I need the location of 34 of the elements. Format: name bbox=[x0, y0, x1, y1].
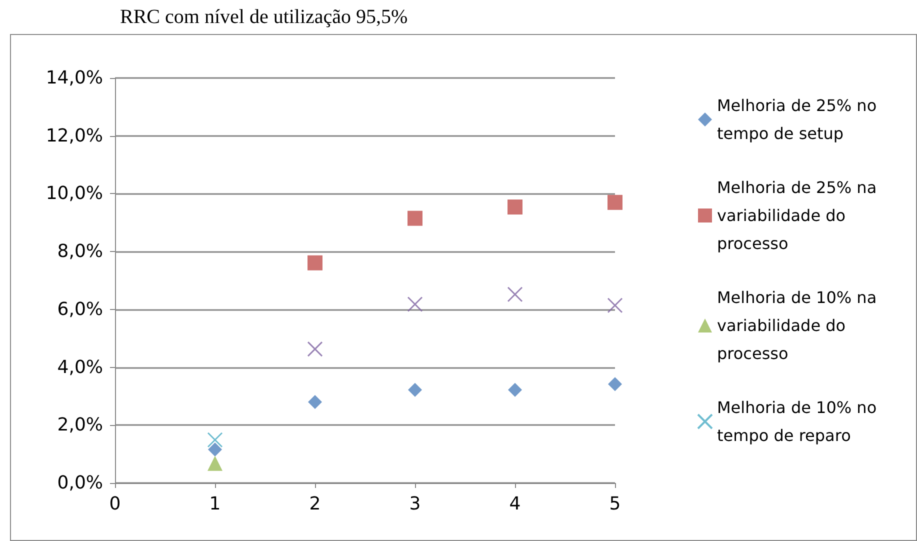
point bbox=[307, 341, 323, 357]
point bbox=[408, 210, 422, 226]
point bbox=[607, 298, 623, 314]
point bbox=[608, 377, 622, 392]
x-tick-label: 3 bbox=[409, 494, 421, 514]
legend-label: Melhoria de 10% na variabilidade do processo bbox=[717, 288, 882, 363]
point bbox=[508, 200, 522, 215]
x-tick-label: 1 bbox=[209, 494, 221, 514]
point bbox=[507, 286, 523, 302]
y-tick-label: 2,0% bbox=[57, 414, 103, 436]
point bbox=[408, 382, 422, 397]
x-tick-label: 0 bbox=[109, 494, 121, 514]
y-tick-label: 4,0% bbox=[57, 356, 103, 378]
x-tick-label: 4 bbox=[509, 494, 521, 514]
point bbox=[508, 382, 522, 397]
point bbox=[407, 296, 423, 312]
legend-label: Melhoria de 10% no tempo de reparo bbox=[717, 398, 882, 445]
y-tick-label: 0,0% bbox=[57, 472, 103, 494]
chart-title: RRC com nível de utilização 95,5% bbox=[120, 6, 408, 28]
point bbox=[207, 432, 223, 448]
y-tick-label: 14,0% bbox=[46, 68, 103, 88]
point bbox=[208, 456, 222, 471]
point bbox=[308, 395, 322, 409]
y-tick-label: 10,0% bbox=[46, 183, 103, 204]
x-tick-label: 5 bbox=[609, 494, 621, 514]
point bbox=[608, 194, 622, 210]
point bbox=[208, 442, 222, 456]
y-tick-label: 6,0% bbox=[57, 298, 103, 320]
y-tick-label: 12,0% bbox=[46, 125, 103, 146]
point bbox=[308, 255, 322, 270]
x-tick-label: 2 bbox=[309, 494, 321, 514]
y-tick-label: 8,0% bbox=[57, 241, 103, 262]
legend-label: Melhoria de 25% no tempo de setup bbox=[717, 96, 882, 143]
legend-label: Melhoria de 25% na variabilidade do processo bbox=[717, 178, 882, 253]
